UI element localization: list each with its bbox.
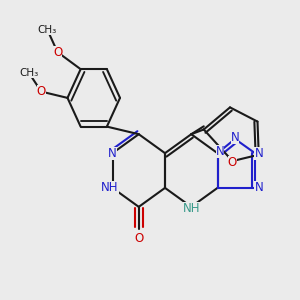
- Text: N: N: [254, 182, 263, 194]
- Text: N: N: [108, 147, 117, 160]
- Text: N: N: [216, 145, 224, 158]
- Text: NH: NH: [182, 202, 200, 215]
- Text: O: O: [134, 232, 143, 245]
- Text: N: N: [231, 131, 239, 144]
- Text: CH₃: CH₃: [38, 25, 57, 35]
- Text: O: O: [53, 46, 62, 59]
- Text: NH: NH: [101, 182, 119, 194]
- Text: O: O: [37, 85, 46, 98]
- Text: O: O: [228, 156, 237, 169]
- Text: CH₃: CH₃: [19, 68, 38, 78]
- Text: N: N: [254, 147, 263, 160]
